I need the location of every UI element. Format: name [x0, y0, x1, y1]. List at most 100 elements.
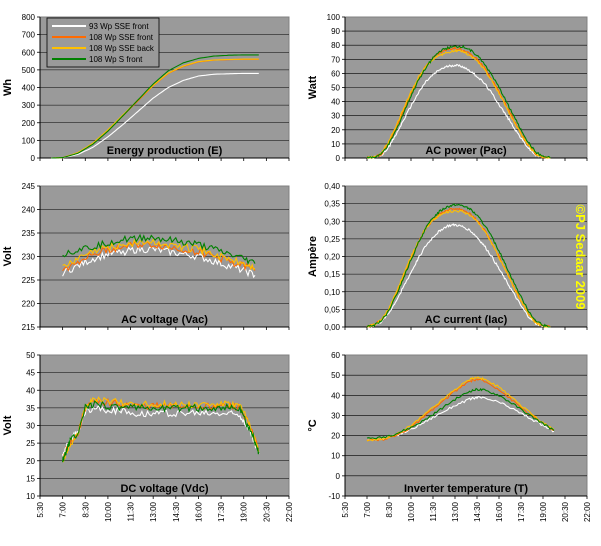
chart-title: Energy production (E) [107, 145, 223, 157]
y-tick-label: 50 [331, 84, 340, 93]
x-tick-label: 5:30 [36, 501, 45, 517]
y-tick-label: 10 [26, 492, 35, 501]
y-tick-label: 50 [26, 351, 35, 360]
y-tick-label: 300 [22, 101, 36, 110]
x-tick-label: 17:30 [517, 501, 526, 522]
chart-title: AC power (Pac) [425, 145, 507, 157]
series-line-3 [367, 209, 551, 328]
y-tick-label: 0 [336, 154, 341, 163]
x-tick-label: 20:30 [262, 501, 271, 522]
x-tick-label: 19:00 [240, 501, 249, 522]
y-tick-label: 200 [22, 119, 36, 128]
y-tick-label: 245 [22, 182, 36, 191]
series-line-1 [51, 72, 259, 159]
x-tick-label: 7:00 [363, 501, 372, 517]
y-tick-label: 400 [22, 84, 36, 93]
chart-6: -10 0 10 20 30 40 50 60 5:30 7:00 8:30 10:00 11:30 13… [307, 351, 592, 522]
chart-title: AC voltage (Vac) [121, 314, 208, 326]
y-tick-label: 0 [336, 472, 341, 481]
y-tick-label: 235 [22, 229, 36, 238]
y-tick-label: 20 [331, 126, 340, 135]
y-axis-label: Ampère [307, 236, 319, 277]
y-axis-label: Watt [307, 75, 319, 99]
series-line-1 [366, 63, 551, 159]
series-line-4 [366, 44, 551, 159]
y-tick-label: 220 [22, 300, 36, 309]
y-tick-label: 30 [331, 112, 340, 121]
x-tick-label: 11:30 [429, 501, 438, 521]
chart-2: 0 10 20 30 40 50 60 70 80 90 100 Watt AC power (Pac) [307, 13, 588, 163]
chart-1: 0 100 200 300 400 500 600 700 800 Wh Energy produc… [2, 13, 290, 163]
chart-3: 215 220 225 230 235 240 245 Volt AC voltage (Vac… [2, 182, 290, 332]
series-line-1 [62, 404, 260, 458]
series-line-4 [51, 54, 259, 159]
chart-title: AC current (Iac) [425, 314, 508, 326]
y-tick-label: 30 [26, 422, 35, 431]
y-axis-label: Wh [2, 79, 14, 96]
chart-5: 10 15 20 25 30 35 40 45 50 5:30 7:00 8:30 10:00 11:30… [2, 351, 294, 522]
y-tick-label: 20 [331, 432, 340, 441]
series-line-4 [62, 233, 256, 266]
x-tick-label: 17:30 [217, 501, 226, 522]
plot-area [344, 354, 588, 497]
x-tick-label: 7:00 [59, 501, 68, 517]
y-tick-label: 700 [22, 31, 36, 40]
chart-title: DC voltage (Vdc) [120, 483, 208, 495]
watermark-text: ©PJ Sedaar 2009 [573, 205, 588, 310]
y-tick-label: 35 [26, 404, 35, 413]
y-tick-label: 0,00 [324, 323, 340, 332]
y-tick-label: 80 [331, 41, 340, 50]
legend-label: 108 Wp S front [89, 55, 143, 64]
legend-label: 108 Wp SSE back [89, 44, 155, 53]
y-tick-label: 70 [331, 55, 340, 64]
x-tick-label: 13:00 [149, 501, 158, 522]
y-tick-label: 0,30 [324, 217, 340, 226]
x-tick-label: 16:00 [194, 501, 203, 522]
x-tick-label: 5:30 [341, 501, 350, 517]
y-tick-label: 100 [327, 13, 341, 22]
y-axis-label: Volt [2, 246, 14, 266]
y-tick-label: 800 [22, 13, 36, 22]
y-tick-label: 240 [22, 206, 36, 215]
y-axis-label: °C [307, 419, 319, 431]
y-tick-label: 100 [22, 136, 36, 145]
y-tick-label: 60 [331, 351, 340, 360]
series-line-1 [62, 244, 256, 279]
y-tick-label: 10 [331, 140, 340, 149]
y-tick-label: 0,25 [324, 235, 340, 244]
x-tick-label: 13:00 [451, 501, 460, 522]
x-tick-label: 14:30 [172, 501, 181, 522]
y-tick-label: 25 [26, 439, 35, 448]
y-tick-label: 40 [331, 98, 340, 107]
y-tick-label: 20 [26, 457, 35, 466]
x-tick-label: 22:00 [285, 501, 294, 522]
y-tick-label: 500 [22, 66, 36, 75]
series-line-4 [62, 400, 260, 463]
y-axis-label: Volt [2, 415, 14, 435]
legend: 93 Wp SSE front 108 Wp SSE front 108 Wp SS… [46, 17, 160, 68]
y-tick-label: 0,05 [324, 305, 340, 314]
y-tick-label: 15 [26, 474, 35, 483]
series-line-4 [366, 203, 551, 328]
y-tick-label: 0,10 [324, 288, 340, 297]
series-line-3 [62, 238, 256, 271]
y-tick-label: 0,15 [324, 270, 340, 279]
x-tick-label: 16:00 [495, 501, 504, 522]
x-tick-label: 20:30 [561, 501, 570, 522]
x-tick-label: 8:30 [81, 501, 90, 517]
y-tick-label: 600 [22, 48, 36, 57]
x-tick-label: 8:30 [385, 501, 394, 517]
chart-title: Inverter temperature (T) [404, 483, 528, 495]
y-tick-label: 0 [31, 154, 36, 163]
series-line-3 [367, 48, 551, 159]
y-tick-label: 40 [26, 386, 35, 395]
series-line-1 [366, 396, 555, 441]
y-tick-label: -10 [328, 492, 340, 501]
chart-4: 0,00 0,05 0,10 0,15 0,20 0,25 0,30 0,35 0,40 Ampè… [307, 182, 588, 332]
y-tick-label: 30 [331, 411, 340, 420]
x-tick-label: 14:30 [473, 501, 482, 522]
x-tick-label: 10:00 [104, 501, 113, 522]
legend-label: 108 Wp SSE front [89, 33, 154, 42]
